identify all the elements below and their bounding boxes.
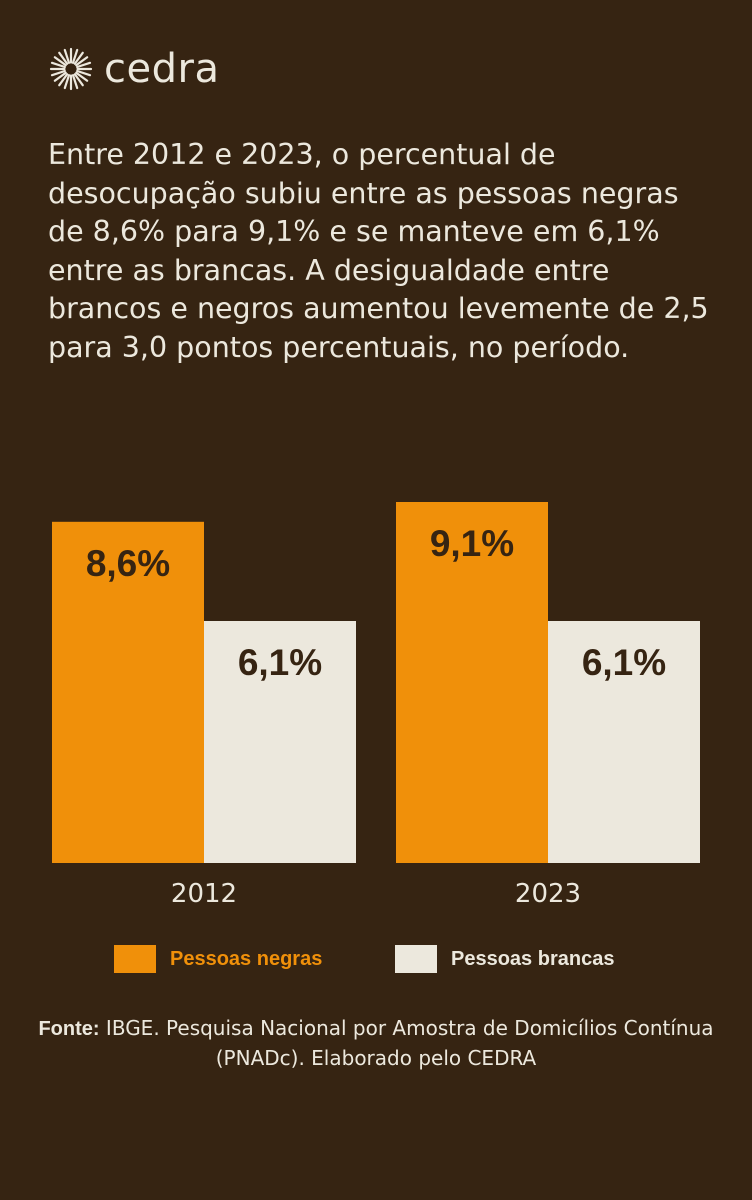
source-label: Fonte:	[38, 1018, 100, 1040]
chart-legend: Pessoas negras Pessoas brancas	[0, 944, 752, 974]
sunburst-ray	[75, 71, 89, 82]
source-note: Fonte: IBGE. Pesquisa Nacional por Amost…	[20, 1014, 732, 1073]
cedra-logo: cedra	[48, 44, 219, 94]
bar-negras-2023	[396, 502, 548, 863]
sunburst-ray	[53, 56, 67, 67]
sunburst-ray	[50, 61, 66, 69]
x-tick-label-2012: 2012	[171, 879, 237, 909]
sunburst-ray	[73, 51, 84, 65]
sunburst-ray	[58, 51, 69, 65]
intro-text: Entre 2012 e 2023, o percentual de desoc…	[48, 138, 709, 364]
sunburst-ray	[73, 73, 84, 87]
sunburst-ray	[53, 71, 67, 82]
data-label-brancas-2023: 6,1%	[582, 642, 666, 683]
sunburst-ray	[76, 61, 92, 69]
sunburst-ray	[71, 74, 79, 90]
data-label-negras-2023: 9,1%	[430, 523, 514, 564]
legend-label-brancas: Pessoas brancas	[451, 947, 615, 970]
data-label-brancas-2012: 6,1%	[238, 642, 322, 683]
sunburst-ray	[50, 69, 66, 77]
bar-brancas-2012	[204, 621, 356, 863]
sunburst-ray	[75, 56, 89, 67]
sunburst-ray	[58, 73, 69, 87]
brand-name: cedra	[104, 46, 220, 92]
bar-negras-2012	[52, 521, 204, 863]
source-text: IBGE. Pesquisa Nacional por Amostra de D…	[99, 1016, 714, 1070]
sunburst-ray	[63, 48, 71, 64]
legend-item-brancas: Pessoas brancas	[395, 944, 614, 974]
legend-swatch-brancas	[395, 945, 437, 973]
data-label-negras-2012: 8,6%	[86, 543, 170, 584]
sunburst-ray	[63, 74, 71, 90]
legend-label-negras: Pessoas negras	[170, 947, 323, 970]
sunburst-ray	[76, 69, 92, 77]
sunburst-ray	[71, 48, 79, 64]
x-tick-label-2023: 2023	[515, 879, 581, 909]
legend-swatch-negras	[114, 945, 156, 973]
legend-item-negras: Pessoas negras	[114, 944, 322, 974]
sunburst-icon	[49, 47, 93, 91]
bar-brancas-2023	[548, 621, 700, 863]
